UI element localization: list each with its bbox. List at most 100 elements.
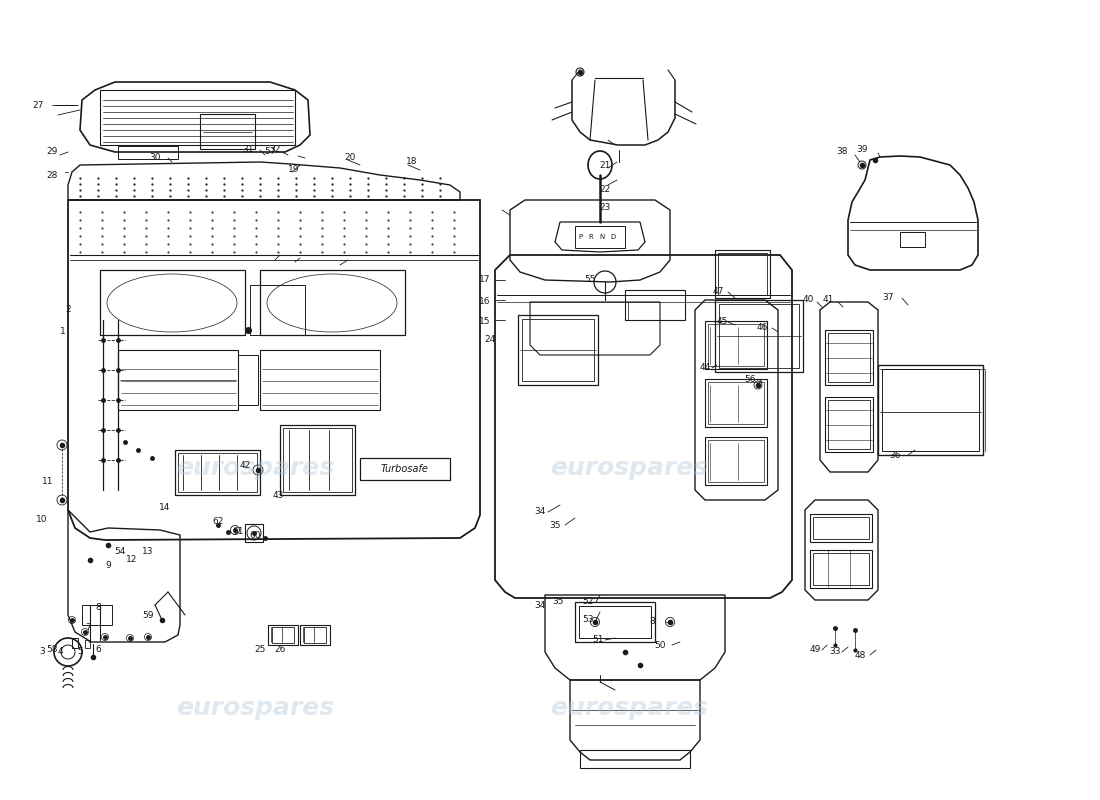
Bar [705, 321, 767, 369]
Text: eurospares: eurospares [550, 456, 708, 480]
Text: 38: 38 [836, 147, 848, 157]
Text: 56: 56 [745, 375, 756, 385]
Text: 59: 59 [142, 610, 154, 619]
Bar [579, 606, 651, 638]
Text: Turbosafe: Turbosafe [381, 464, 429, 474]
Text: 9: 9 [106, 561, 111, 570]
Bar [175, 450, 260, 495]
Bar [719, 304, 799, 368]
Bar [828, 333, 870, 382]
Text: 53: 53 [582, 615, 594, 625]
Bar [810, 514, 872, 542]
Bar [118, 350, 238, 410]
Text: D: D [610, 234, 616, 240]
Bar [268, 625, 298, 645]
Bar [708, 324, 764, 366]
Bar [100, 90, 295, 145]
Text: 45: 45 [716, 318, 728, 326]
Text: 44: 44 [700, 363, 711, 373]
Text: 31: 31 [242, 146, 254, 154]
Text: 54: 54 [114, 547, 125, 557]
Text: 16: 16 [480, 298, 491, 306]
Text: 12: 12 [126, 555, 138, 565]
Bar [522, 319, 594, 381]
Text: 36: 36 [889, 450, 901, 459]
Bar [360, 458, 450, 480]
Bar [518, 315, 598, 385]
Bar [715, 250, 770, 298]
Text: 15: 15 [480, 318, 491, 326]
Text: 34: 34 [535, 507, 546, 517]
Bar [238, 355, 258, 405]
Text: 10: 10 [36, 515, 47, 525]
Text: 41: 41 [823, 295, 834, 305]
Bar [705, 437, 767, 485]
Bar [575, 602, 654, 642]
Bar [625, 290, 685, 320]
Text: 11: 11 [42, 478, 54, 486]
Bar [272, 627, 294, 643]
Bar [260, 270, 405, 335]
Text: 50: 50 [654, 641, 666, 650]
Bar [708, 440, 764, 482]
Bar [304, 627, 326, 643]
Bar [85, 640, 90, 648]
Bar [825, 397, 873, 452]
Bar [882, 369, 979, 451]
Bar [718, 253, 767, 295]
Bar [82, 605, 112, 625]
Text: 7: 7 [85, 623, 91, 633]
Bar [575, 226, 625, 248]
Text: 32: 32 [270, 146, 280, 154]
Bar [280, 425, 355, 495]
Text: 49: 49 [810, 646, 821, 654]
Text: 21: 21 [600, 161, 610, 170]
Text: 60: 60 [250, 530, 261, 539]
Text: 13: 13 [142, 547, 154, 557]
Text: 57: 57 [264, 147, 276, 157]
Bar [580, 750, 690, 768]
Text: 52: 52 [582, 598, 594, 606]
Text: 39: 39 [856, 146, 868, 154]
Bar [245, 524, 263, 542]
Text: 35: 35 [552, 598, 563, 606]
Text: 18: 18 [406, 158, 418, 166]
Bar [300, 625, 330, 645]
Text: 14: 14 [160, 503, 170, 513]
Bar [100, 270, 245, 335]
Text: 27: 27 [32, 101, 44, 110]
Bar [705, 379, 767, 427]
Text: 26: 26 [274, 646, 286, 654]
Text: 61: 61 [232, 527, 244, 537]
Text: 8: 8 [649, 618, 654, 626]
Text: 58: 58 [46, 646, 57, 654]
Text: 28: 28 [46, 170, 57, 179]
Bar [708, 382, 764, 424]
Bar [118, 146, 178, 159]
Text: 62: 62 [212, 518, 223, 526]
Text: 3: 3 [40, 647, 45, 657]
Bar [715, 300, 803, 372]
Bar [260, 350, 379, 410]
Text: 33: 33 [829, 647, 840, 657]
Text: 42: 42 [240, 461, 251, 470]
Text: 55: 55 [584, 275, 596, 285]
Bar [250, 285, 305, 335]
Text: 47: 47 [713, 287, 724, 297]
Text: N: N [600, 234, 605, 240]
Text: 29: 29 [46, 147, 57, 157]
Text: eurospares: eurospares [176, 696, 334, 720]
Bar [878, 365, 983, 455]
Text: 43: 43 [273, 490, 284, 499]
Text: eurospares: eurospares [176, 456, 334, 480]
Text: 17: 17 [480, 275, 491, 285]
Text: 5: 5 [77, 647, 82, 657]
Text: 35: 35 [549, 521, 561, 530]
Text: 37: 37 [882, 294, 893, 302]
Text: P: P [578, 234, 582, 240]
Text: 46: 46 [757, 323, 768, 333]
Text: R: R [588, 234, 593, 240]
Text: eurospares: eurospares [550, 696, 708, 720]
Text: 22: 22 [600, 186, 610, 194]
Bar [810, 550, 872, 588]
